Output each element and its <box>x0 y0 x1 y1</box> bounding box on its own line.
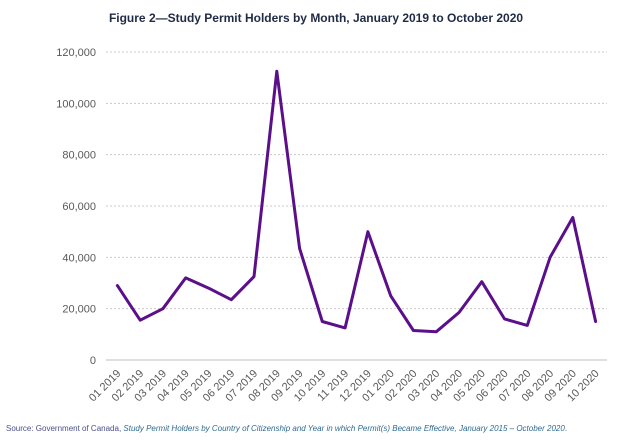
y-tick-label: 0 <box>90 355 96 367</box>
y-tick-label: 60,000 <box>62 201 96 213</box>
data-point <box>366 230 370 233</box>
data-point <box>457 311 461 314</box>
y-tick-label: 100,000 <box>56 98 96 110</box>
y-tick-label: 20,000 <box>62 304 96 316</box>
data-point <box>252 275 256 278</box>
data-point <box>412 329 415 332</box>
source-title: Study Permit Holders by Country of Citiz… <box>123 424 565 433</box>
y-tick-label: 120,000 <box>56 47 96 59</box>
source-suffix: . <box>564 424 568 433</box>
data-point <box>480 280 483 283</box>
data-point <box>138 319 142 322</box>
data-point <box>571 216 575 219</box>
data-point <box>207 286 210 290</box>
data-point <box>526 324 529 327</box>
source-prefix: Source: Government of Canada, <box>6 424 124 433</box>
chart-title: Figure 2—Study Permit Holders by Month, … <box>109 11 523 25</box>
data-point <box>435 330 438 333</box>
y-axis-ticks: 0 20,000 40,000 60,000 80,000 100,000 120,000 <box>56 47 96 367</box>
data-point <box>161 307 165 310</box>
data-point <box>389 294 392 298</box>
source-note: Source: Government of Canada, Study Perm… <box>6 424 631 433</box>
line-chart: Figure 2—Study Permit Holders by Month, … <box>56 11 607 405</box>
data-point <box>184 276 187 280</box>
data-point <box>548 256 552 259</box>
data-point <box>343 326 347 330</box>
y-tick-label: 80,000 <box>62 150 96 162</box>
series-line <box>115 69 598 334</box>
gridlines <box>106 51 607 361</box>
data-point <box>503 317 506 321</box>
data-point <box>230 298 233 301</box>
series-layer <box>115 69 598 334</box>
data-point <box>298 247 301 250</box>
data-point <box>116 284 119 287</box>
data-point <box>594 320 597 323</box>
data-point <box>275 70 278 73</box>
y-tick-label: 40,000 <box>62 252 96 264</box>
data-point <box>321 320 324 323</box>
